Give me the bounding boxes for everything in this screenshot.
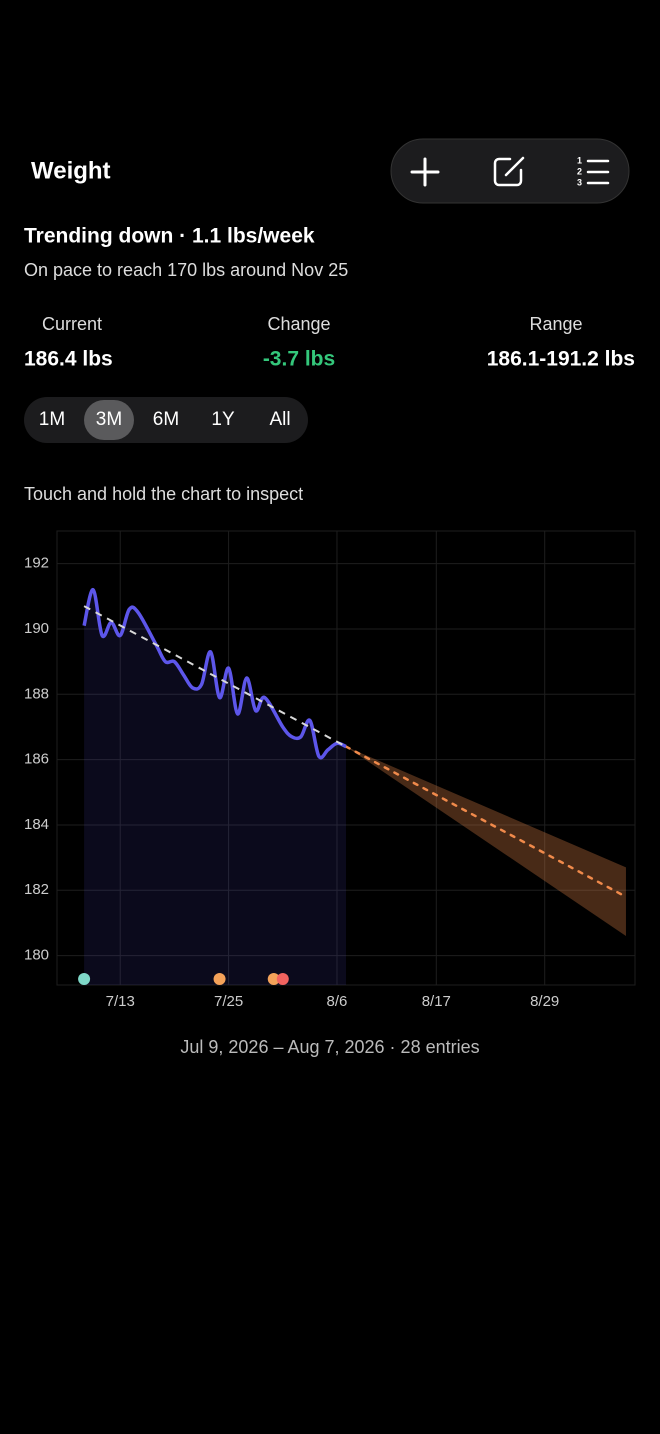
svg-text:2: 2: [577, 166, 582, 176]
range-option[interactable]: 1M: [39, 409, 65, 430]
x-tick-label: 8/17: [422, 993, 451, 1010]
event-marker: [213, 973, 226, 985]
forecast-band: [346, 746, 626, 937]
trend-subtitle: On pace to reach 170 lbs around Nov 25: [24, 260, 348, 280]
event-marker: [267, 973, 280, 985]
range-option[interactable]: 3M: [96, 409, 122, 430]
y-tick-label: 186: [24, 751, 49, 768]
list-button[interactable]: 123: [577, 155, 610, 187]
stat-value: 186.4 lbs: [24, 348, 113, 371]
trend-line: [83, 605, 347, 748]
x-tick-label: 7/25: [214, 993, 243, 1010]
range-option[interactable]: 6M: [153, 409, 179, 430]
y-tick-label: 190: [24, 620, 49, 637]
forecast-line: [344, 745, 628, 899]
x-tick-label: 8/29: [530, 993, 559, 1010]
range-option[interactable]: All: [269, 409, 290, 430]
plot-frame: [56, 530, 636, 986]
stat-value: -3.7 lbs: [263, 348, 335, 371]
svg-text:3: 3: [577, 177, 582, 187]
range-selected: [84, 400, 134, 440]
svg-text:1: 1: [577, 155, 582, 165]
toolbar: 123: [390, 138, 630, 204]
x-tick-label: 7/13: [106, 993, 135, 1010]
stat-value: 186.1-191.2 lbs: [487, 348, 635, 371]
y-tick-label: 182: [24, 881, 49, 898]
y-tick-label: 180: [24, 947, 49, 964]
edit-button[interactable]: [493, 156, 525, 187]
x-tick-label: 8/6: [327, 993, 348, 1010]
y-tick-label: 192: [24, 555, 49, 572]
page-title: Weight: [31, 157, 111, 184]
event-marker: [276, 973, 289, 985]
y-tick-label: 188: [24, 685, 49, 702]
add-button[interactable]: [410, 157, 440, 187]
event-marker: [78, 973, 91, 985]
weight-line: [82, 588, 347, 760]
y-tick-label: 184: [24, 816, 49, 833]
hint: Touch and hold the chart to inspect: [24, 484, 303, 504]
stat-label: Range: [529, 314, 582, 334]
area: [84, 589, 346, 985]
footer: Jul 9, 2026 – Aug 7, 2026 · 28 entries: [180, 1037, 479, 1057]
stat-label: Current: [42, 314, 102, 334]
stat-label: Change: [267, 314, 330, 334]
range-option[interactable]: 1Y: [211, 409, 235, 430]
trend-headline: Trending down · 1.1 lbs/week: [24, 225, 315, 248]
